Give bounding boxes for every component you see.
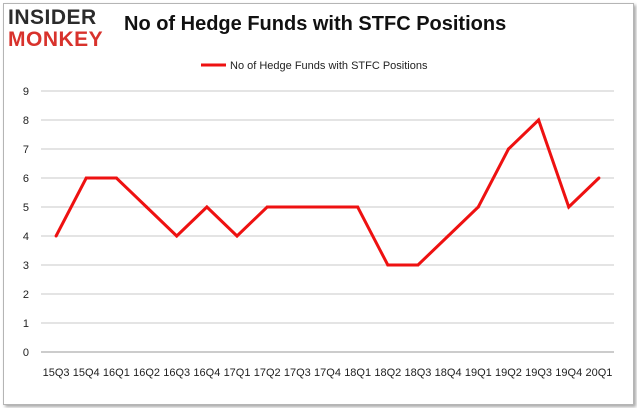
- data-point: [54, 234, 58, 238]
- x-tick-label: 16Q2: [133, 367, 160, 379]
- data-point: [326, 205, 329, 209]
- x-tick-label: 17Q2: [254, 367, 281, 379]
- data-point: [235, 234, 239, 238]
- x-tick-label: 16Q1: [103, 367, 130, 379]
- insider-monkey-logo: INSIDER MONKEY: [8, 4, 116, 52]
- data-point: [537, 118, 541, 122]
- x-axis-ticks: 15Q3 15Q4 16Q1 16Q2 16Q3 16Q4 17Q1 17Q2 17Q3 17Q4…: [43, 367, 613, 379]
- data-point: [205, 205, 209, 209]
- x-tick-label: 17Q3: [284, 367, 311, 379]
- data-point: [416, 263, 420, 267]
- x-tick-label: 19Q4: [555, 367, 582, 379]
- y-tick-label: 4: [23, 231, 29, 243]
- data-point: [356, 205, 360, 209]
- data-point: [446, 234, 450, 238]
- data-point: [175, 234, 179, 238]
- x-tick-label: 19Q2: [495, 367, 522, 379]
- chart-frame: [3, 3, 634, 405]
- x-tick-label: 20Q1: [585, 367, 612, 379]
- y-tick-label: 7: [23, 144, 29, 156]
- x-tick-label: 15Q3: [43, 367, 70, 379]
- data-point: [597, 176, 601, 180]
- data-point: [295, 205, 299, 209]
- y-tick-label: 3: [23, 260, 29, 272]
- x-tick-label: 19Q1: [465, 367, 492, 379]
- y-tick-label: 5: [23, 202, 29, 214]
- data-point: [506, 147, 510, 151]
- x-tick-label: 17Q1: [224, 367, 251, 379]
- series-line: [54, 117, 600, 267]
- y-tick-label: 2: [23, 289, 29, 301]
- x-tick-label: 16Q3: [163, 367, 190, 379]
- y-tick-label: 1: [23, 318, 29, 330]
- data-point: [567, 205, 571, 209]
- x-tick-label: 19Q3: [525, 367, 552, 379]
- y-axis-ticks: 0 1 2 3 4 5 6 7 8 9: [23, 86, 29, 359]
- x-tick-label: 18Q1: [344, 367, 371, 379]
- data-point: [145, 205, 149, 209]
- legend-label: No of Hedge Funds with STFC Positions: [230, 60, 428, 72]
- data-point: [84, 176, 88, 180]
- logo-text-insider: INSIDER: [8, 6, 97, 29]
- data-point: [386, 263, 390, 267]
- x-tick-label: 16Q4: [193, 367, 220, 379]
- x-tick-label: 18Q3: [405, 367, 432, 379]
- data-point: [114, 176, 118, 180]
- chart-title: No of Hedge Funds with STFC Positions: [124, 13, 507, 35]
- logo-text-monkey: MONKEY: [8, 28, 104, 51]
- series-group: [54, 117, 601, 267]
- data-point: [265, 205, 269, 209]
- x-tick-label: 17Q4: [314, 367, 341, 379]
- x-tick-label: 15Q4: [73, 367, 100, 379]
- y-tick-label: 8: [23, 115, 29, 127]
- x-tick-label: 18Q4: [435, 367, 462, 379]
- data-point: [476, 205, 480, 209]
- y-tick-label: 9: [23, 86, 29, 98]
- legend: No of Hedge Funds with STFC Positions: [201, 60, 428, 72]
- x-tick-label: 18Q2: [374, 367, 401, 379]
- y-tick-label: 0: [23, 347, 29, 359]
- y-tick-label: 6: [23, 173, 29, 185]
